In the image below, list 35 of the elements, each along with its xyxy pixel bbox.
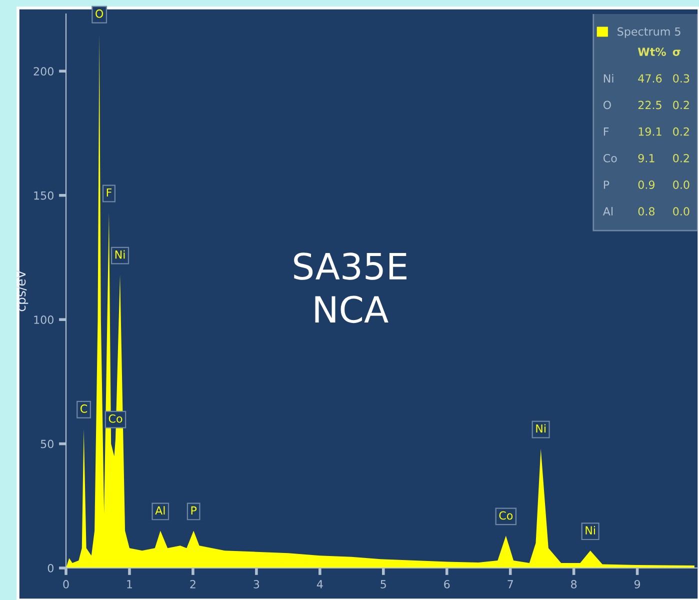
text: O 22.5 0.2 xyxy=(603,100,689,110)
annotation: Wt% σ xyxy=(638,48,680,56)
y-tick-label: 0 xyxy=(48,564,54,572)
x-tick-label: 4 xyxy=(316,580,323,588)
x-tick-label: 8 xyxy=(571,580,577,588)
x-tick-label: 9 xyxy=(634,580,640,588)
y-tick-label: 150 xyxy=(34,191,54,200)
annotation: Co xyxy=(499,511,513,520)
text: F 19.1 0.2 xyxy=(604,127,689,136)
x-tick-label: 5 xyxy=(380,580,386,588)
annotation: Ni xyxy=(115,250,125,259)
annotation: Al xyxy=(155,506,165,515)
y-tick-label: 50 xyxy=(40,440,54,448)
x-tick-label: 2 xyxy=(190,580,196,588)
annotation: C xyxy=(80,404,88,413)
text: Ni 47.6 0.3 xyxy=(604,74,690,83)
annotation: Co xyxy=(108,414,122,423)
legend-label: Spectrum 5 xyxy=(618,27,680,38)
text: Co 9.1 0.2 xyxy=(603,154,689,162)
annotation: Ni xyxy=(586,526,595,534)
annotation: Ni xyxy=(536,424,546,433)
y-axis-title: cps/eV xyxy=(16,270,28,312)
x-tick-label: 6 xyxy=(444,580,450,588)
text: P 0.9 0.0 xyxy=(604,180,690,189)
y-tick-label: 200 xyxy=(34,67,54,76)
x-tick-label: 0 xyxy=(63,580,69,588)
x-tick-label: 3 xyxy=(254,580,260,588)
y-tick-label: 100 xyxy=(34,316,54,324)
annotation: P xyxy=(191,506,197,515)
x-tick-label: 1 xyxy=(127,580,132,588)
x-tick-label: 7 xyxy=(508,580,513,588)
text: Al 0.8 0.0 xyxy=(602,206,690,216)
annotation: F xyxy=(106,188,112,197)
annotation: O xyxy=(96,9,104,18)
annotation: SA35E NCA xyxy=(294,252,406,324)
